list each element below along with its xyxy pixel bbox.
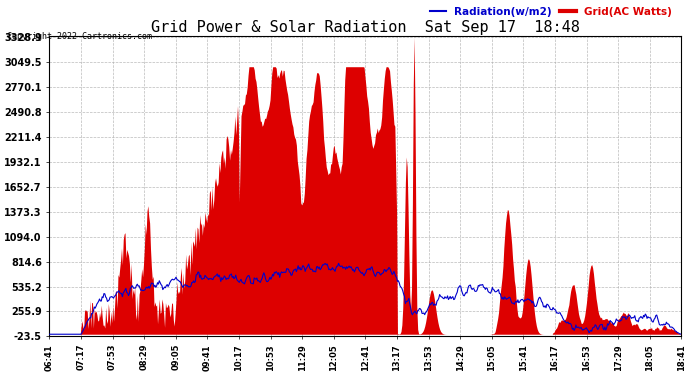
Legend: Radiation(w/m2), Grid(AC Watts): Radiation(w/m2), Grid(AC Watts) bbox=[426, 3, 676, 21]
Text: Copyright 2022 Cartronics.com: Copyright 2022 Cartronics.com bbox=[7, 32, 152, 41]
Title: Grid Power & Solar Radiation  Sat Sep 17  18:48: Grid Power & Solar Radiation Sat Sep 17 … bbox=[151, 20, 580, 35]
